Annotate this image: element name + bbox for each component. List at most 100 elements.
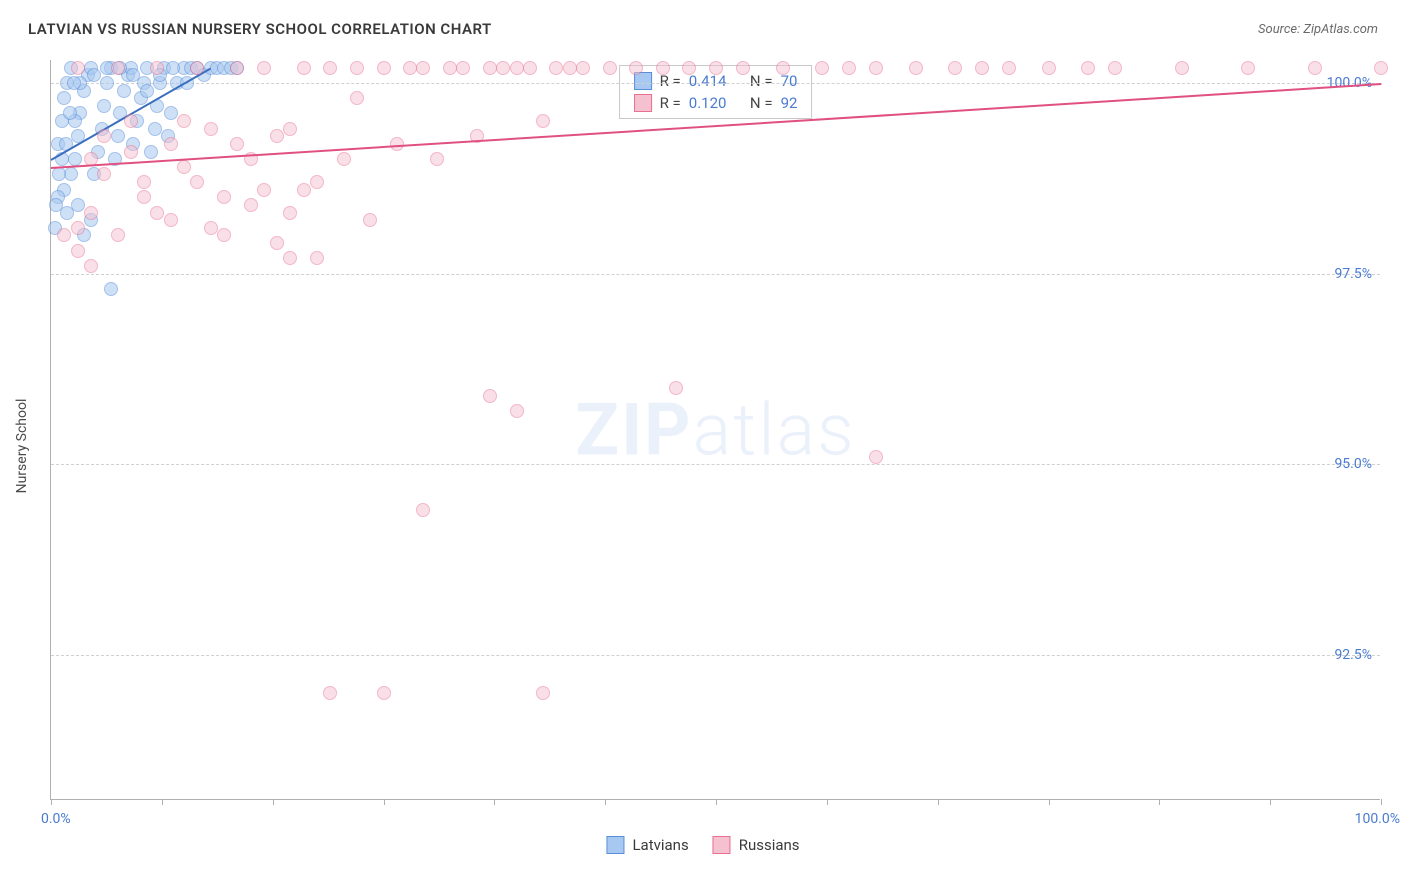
scatter-point (97, 167, 111, 181)
scatter-point (337, 152, 351, 166)
scatter-point (510, 404, 524, 418)
scatter-point (137, 175, 151, 189)
scatter-point (177, 160, 191, 174)
stat-n-label: N = (750, 72, 773, 90)
scatter-point (270, 129, 284, 143)
scatter-point (603, 61, 617, 75)
x-tick (162, 799, 163, 805)
scatter-point (97, 99, 111, 113)
source-label: Source: ZipAtlas.com (1258, 22, 1378, 37)
scatter-point (84, 206, 98, 220)
scatter-point (496, 61, 510, 75)
x-tick (1049, 799, 1050, 805)
legend-swatch (713, 836, 731, 854)
scatter-point (1308, 61, 1322, 75)
scatter-point (310, 251, 324, 265)
scatter-point (137, 190, 151, 204)
stats-row: R = 0.414 N = 70 (634, 72, 798, 90)
scatter-point (117, 84, 131, 98)
scatter-point (377, 61, 391, 75)
x-tick (1270, 799, 1271, 805)
scatter-point (909, 61, 923, 75)
x-tick (827, 799, 828, 805)
scatter-point (1175, 61, 1189, 75)
scatter-point (709, 61, 723, 75)
scatter-point (456, 61, 470, 75)
scatter-point (682, 61, 696, 75)
scatter-point (510, 61, 524, 75)
watermark-bold: ZIP (575, 387, 692, 472)
scatter-point (68, 152, 82, 166)
scatter-point (164, 213, 178, 227)
scatter-point (536, 114, 550, 128)
scatter-point (67, 76, 81, 90)
plot-area: ZIPatlas R = 0.414 N = 70R = 0.120 N = 9… (50, 60, 1380, 800)
scatter-point (49, 198, 63, 212)
scatter-point (84, 259, 98, 273)
scatter-point (310, 175, 324, 189)
scatter-point (244, 198, 258, 212)
x-tick (1159, 799, 1160, 805)
scatter-point (71, 221, 85, 235)
scatter-point (57, 228, 71, 242)
scatter-point (64, 167, 78, 181)
scatter-point (148, 122, 162, 136)
scatter-point (776, 61, 790, 75)
scatter-point (1374, 61, 1388, 75)
x-label-min: 0.0% (41, 811, 71, 827)
scatter-point (63, 106, 77, 120)
legend-item: Russians (713, 836, 800, 854)
scatter-point (52, 167, 66, 181)
scatter-point (350, 91, 364, 105)
scatter-point (217, 190, 231, 204)
scatter-point (257, 61, 271, 75)
scatter-point (536, 686, 550, 700)
scatter-point (1241, 61, 1255, 75)
scatter-point (669, 381, 683, 395)
stat-r-label: R = (660, 72, 681, 90)
scatter-point (869, 61, 883, 75)
x-tick (384, 799, 385, 805)
stat-r-label: R = (660, 94, 681, 112)
scatter-point (111, 61, 125, 75)
scatter-point (975, 61, 989, 75)
scatter-point (150, 61, 164, 75)
scatter-point (1108, 61, 1122, 75)
scatter-point (71, 244, 85, 258)
scatter-point (403, 61, 417, 75)
y-tick-label: 92.5% (1334, 647, 1372, 663)
scatter-point (177, 114, 191, 128)
stat-r-value: 0.120 (689, 94, 727, 112)
legend-swatch (606, 836, 624, 854)
scatter-point (97, 129, 111, 143)
scatter-point (656, 61, 670, 75)
scatter-point (144, 145, 158, 159)
scatter-point (111, 228, 125, 242)
y-tick-label: 100.0% (1327, 75, 1372, 91)
x-tick (605, 799, 606, 805)
scatter-point (57, 91, 71, 105)
x-tick (51, 799, 52, 805)
scatter-point (576, 61, 590, 75)
legend-label: Russians (739, 836, 800, 854)
chart-title: LATVIAN VS RUSSIAN NURSERY SCHOOL CORREL… (28, 20, 492, 38)
scatter-point (523, 61, 537, 75)
scatter-point (204, 122, 218, 136)
watermark: ZIPatlas (575, 387, 855, 472)
stat-n-label: N = (750, 94, 773, 112)
scatter-point (100, 76, 114, 90)
gridline (51, 274, 1380, 275)
scatter-point (87, 68, 101, 82)
series-swatch (634, 94, 652, 112)
legend-label: Latvians (632, 836, 688, 854)
gridline (51, 464, 1380, 465)
scatter-point (563, 61, 577, 75)
scatter-point (230, 137, 244, 151)
scatter-point (140, 84, 154, 98)
scatter-point (443, 61, 457, 75)
scatter-point (736, 61, 750, 75)
scatter-point (948, 61, 962, 75)
stats-row: R = 0.120 N = 92 (634, 94, 798, 112)
scatter-point (629, 61, 643, 75)
scatter-point (1081, 61, 1095, 75)
